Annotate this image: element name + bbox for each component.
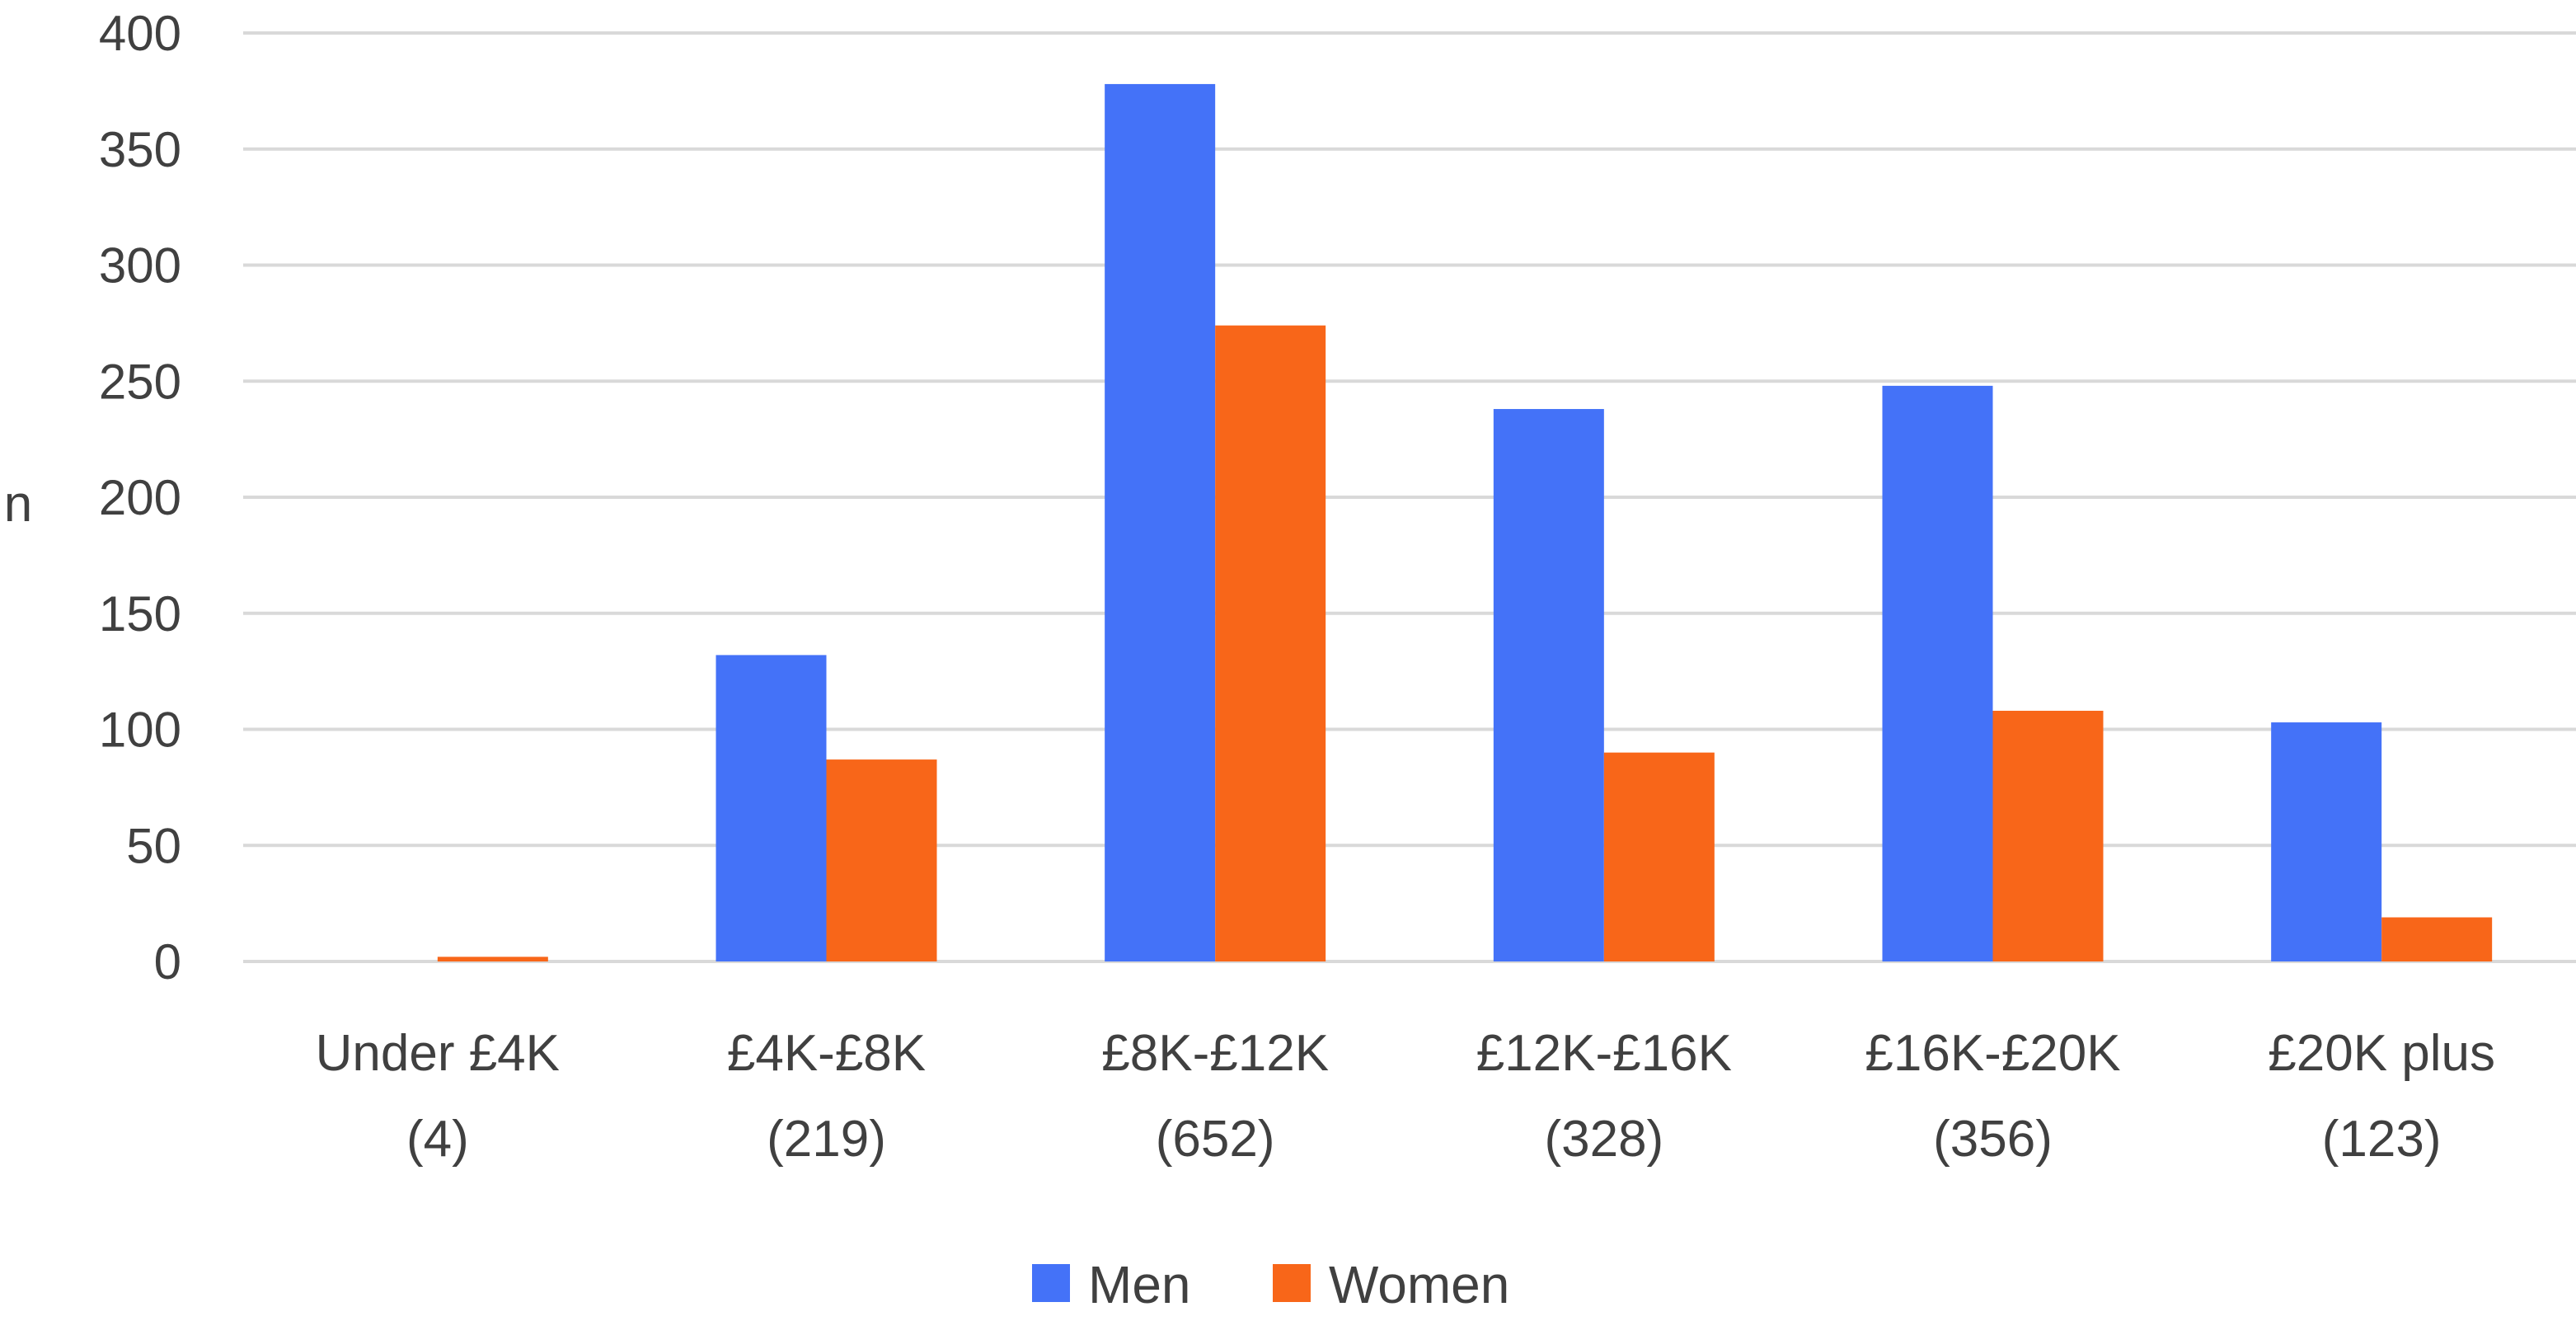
bar-men-3 — [1493, 409, 1604, 961]
bars — [437, 83, 2493, 961]
y-tick-label-50: 50 — [126, 818, 181, 873]
bar-men-5 — [2271, 722, 2382, 961]
bar-women-3 — [1603, 752, 1715, 961]
x-category-label-1: £4K-£8K — [727, 1025, 926, 1082]
x-category-label-0: Under £4K — [316, 1025, 560, 1082]
x-category-count-5: (123) — [2322, 1111, 2442, 1168]
y-tick-label-250: 250 — [99, 354, 181, 409]
gridlines — [243, 31, 2576, 963]
bar-men-2 — [1105, 83, 1216, 961]
x-category-count-0: (4) — [406, 1111, 469, 1168]
bar-women-0 — [437, 957, 548, 961]
x-category-label-5: £20K plus — [2268, 1025, 2495, 1082]
y-axis-title: n — [4, 476, 32, 533]
x-axis-categories: Under £4K (4) £4K-£8K (219) £8K-£12K (652) £12… — [316, 1025, 2495, 1168]
bar-men-4 — [1882, 385, 1993, 961]
y-tick-label-200: 200 — [99, 470, 181, 525]
y-tick-label-300: 300 — [99, 238, 181, 294]
y-tick-label-350: 350 — [99, 122, 181, 177]
bar-women-2 — [1215, 325, 1326, 961]
bar-women-1 — [826, 759, 937, 961]
x-category-label-3: £12K-£16K — [1476, 1025, 1732, 1082]
x-category-count-1: (219) — [767, 1111, 886, 1168]
x-category-count-4: (356) — [1933, 1111, 2053, 1168]
x-category-label-4: £16K-£20K — [1865, 1025, 2120, 1082]
bar-women-4 — [1992, 710, 2104, 961]
y-tick-label-100: 100 — [99, 703, 181, 758]
bar-men-1 — [716, 655, 827, 961]
y-tick-label-150: 150 — [99, 586, 181, 642]
y-axis-ticks: 0 50 100 150 200 250 300 350 400 — [99, 6, 181, 989]
bar-women-5 — [2381, 917, 2493, 961]
x-category-label-2: £8K-£12K — [1101, 1025, 1329, 1082]
x-category-count-3: (328) — [1544, 1111, 1663, 1168]
legend-label-men: Men — [1088, 1255, 1191, 1314]
x-category-count-2: (652) — [1156, 1111, 1275, 1168]
y-tick-label-0: 0 — [154, 934, 181, 989]
y-tick-label-400: 400 — [99, 6, 181, 61]
legend-swatch-men — [1032, 1264, 1070, 1302]
legend-label-women: Women — [1329, 1255, 1509, 1314]
legend: Men Women — [1032, 1255, 1509, 1314]
legend-swatch-women — [1273, 1264, 1311, 1302]
